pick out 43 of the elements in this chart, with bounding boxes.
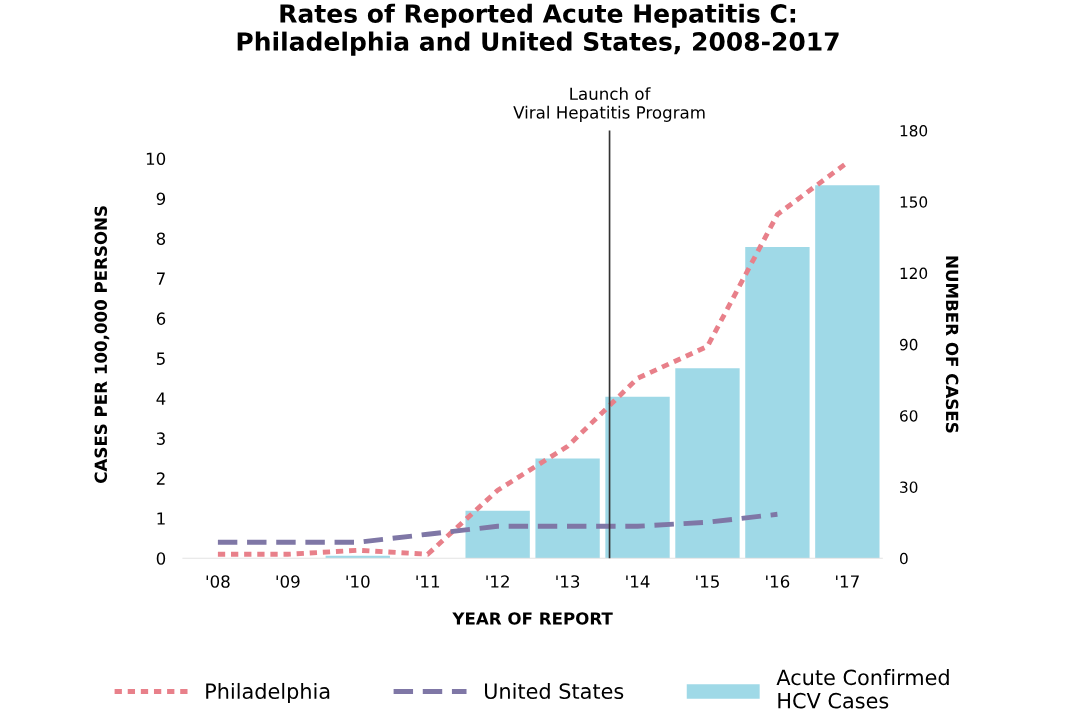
y-tick-label: 3	[156, 432, 165, 445]
x-tick-label: '08	[206, 575, 230, 588]
x-tick-label: '15	[696, 575, 719, 588]
y-tick-label: 1	[157, 512, 165, 525]
y2-tick-label: 180	[900, 124, 928, 137]
x-tick-label: '14	[626, 575, 650, 588]
y2-tick-label: 0	[899, 552, 908, 565]
x-tick-label: '16	[766, 575, 790, 588]
y-tick-label: 6	[156, 312, 166, 325]
y-tick-label: 0	[156, 552, 166, 565]
bar	[675, 368, 740, 559]
legend-label: Acute Confirmed HCV Cases	[776, 669, 949, 709]
y-tick-label: 10	[146, 152, 166, 166]
y-tick-label: 7	[157, 272, 165, 285]
chart-title: Rates of Reported Acute Hepatitis C: Philadelphia and United States, 2008-2017	[237, 3, 839, 56]
y-tick-label: 5	[156, 352, 165, 365]
ref-line-label: Launch of Viral Hepatitis Program	[513, 87, 705, 122]
x-tick-label: '10	[346, 575, 370, 588]
legend-label: United States	[484, 682, 624, 700]
x-tick-label: '09	[276, 575, 300, 588]
y-tick-label: 4	[156, 392, 166, 405]
y-axis-title: CASES PER 100,000 PERSONS	[94, 206, 110, 483]
bar	[605, 396, 670, 559]
y2-tick-label: 90	[899, 338, 918, 351]
legend-label: Philadelphia	[206, 682, 330, 704]
x-tick-label: '11	[416, 575, 440, 588]
x-tick-label: '17	[836, 575, 859, 588]
bar	[535, 458, 600, 559]
y-tick-label: 8	[156, 232, 166, 246]
x-tick-label: '13	[556, 575, 580, 588]
bar	[815, 185, 880, 559]
y2-axis-title: NUMBER OF CASES	[945, 256, 959, 433]
x-tick-label: '12	[486, 575, 509, 588]
bar	[745, 246, 810, 559]
y2-tick-label: 120	[900, 267, 928, 280]
bar	[465, 510, 530, 559]
x-axis-title: YEAR OF REPORT	[452, 612, 613, 625]
y2-tick-label: 30	[900, 481, 918, 493]
y2-tick-label: 150	[900, 196, 928, 208]
line-series	[215, 511, 780, 545]
y-tick-label: 2	[156, 472, 165, 485]
y2-tick-label: 60	[900, 410, 918, 422]
y-tick-label: 9	[156, 192, 166, 206]
